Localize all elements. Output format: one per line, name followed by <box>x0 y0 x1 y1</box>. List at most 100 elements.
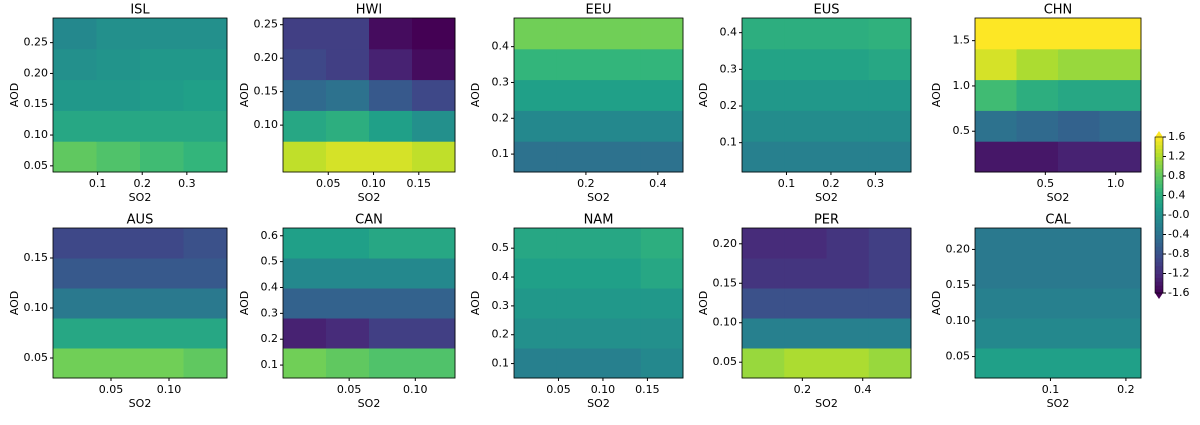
x-axis-label: SO2 <box>1047 191 1070 204</box>
panel-title: HWI <box>356 3 382 18</box>
contour-cell <box>742 318 785 349</box>
y-tick-label: 0.5 <box>492 241 510 254</box>
y-tick-label: 0.3 <box>492 299 510 312</box>
colorbar-swatch <box>1155 230 1163 235</box>
x-tick-label: 0.3 <box>867 177 885 190</box>
contour-cell <box>183 258 228 289</box>
colorbar-swatch <box>1155 250 1163 255</box>
contour-cell <box>1099 348 1142 379</box>
y-tick-label: 0.15 <box>946 278 971 291</box>
contour-cell <box>640 79 684 111</box>
plot-frame <box>974 227 1142 379</box>
contour-cell <box>868 318 912 349</box>
contour-cell <box>369 79 413 111</box>
contour-cell <box>412 288 456 319</box>
contour-cell <box>826 288 870 319</box>
contour-cell <box>369 141 413 173</box>
y-tick-label: 0.2 <box>720 99 738 112</box>
contour-cell <box>412 79 456 111</box>
contour-cell <box>1058 141 1100 173</box>
contour-cell <box>598 228 642 259</box>
contour-cell <box>826 79 870 111</box>
x-tick-label: 0.4 <box>854 383 872 396</box>
contour-cell <box>1016 79 1059 111</box>
x-tick-label: 0.2 <box>794 383 812 396</box>
contour-cell <box>868 141 912 173</box>
panel-title: NAM <box>584 213 614 228</box>
contour-cell <box>1016 141 1059 173</box>
colorbar-swatch <box>1155 137 1163 142</box>
y-tick-label: 0.25 <box>24 36 49 49</box>
contour-cell <box>784 18 827 50</box>
contour-cell <box>326 258 370 289</box>
panel-title: CAL <box>1045 213 1071 228</box>
colorbar-swatch <box>1155 148 1163 154</box>
contour-cell <box>183 18 228 50</box>
y-tick-label: 0.10 <box>254 118 279 131</box>
y-tick-label: 0.3 <box>261 306 279 319</box>
contour-cell <box>826 228 870 259</box>
contour-cell <box>53 110 97 142</box>
colorbar-swatch <box>1155 254 1163 259</box>
contour-cell <box>556 348 599 379</box>
y-axis-label: AOD <box>469 83 482 107</box>
contour-cell <box>556 48 599 81</box>
y-axis-label: AOD <box>469 291 482 315</box>
colorbar-tick-label: 1.6 <box>1168 130 1186 143</box>
contour-cell <box>975 318 1017 349</box>
contour-cell <box>1099 48 1142 81</box>
x-tick-label: 0.2 <box>1117 383 1135 396</box>
contour-cell <box>369 258 413 289</box>
colorbar-swatch <box>1155 261 1163 267</box>
x-tick-label: 0.1 <box>89 177 107 190</box>
contour-cell <box>640 258 684 289</box>
contour-cell <box>140 110 184 142</box>
contour-cell <box>412 258 456 289</box>
y-tick-label: 0.4 <box>261 280 279 293</box>
contour-cell <box>640 228 684 259</box>
contour-cell <box>598 141 642 173</box>
contour-cell <box>326 48 370 81</box>
y-tick-label: 0.20 <box>254 51 279 64</box>
x-tick-label: 0.1 <box>778 177 796 190</box>
colorbar-swatch <box>1155 211 1163 216</box>
contour-cell <box>326 348 370 379</box>
contour-cell <box>53 348 97 379</box>
contour-cell <box>1099 18 1142 50</box>
contour-cell <box>640 318 684 349</box>
contour-cell <box>96 318 141 349</box>
y-tick-label: 0.5 <box>261 255 279 268</box>
x-tick-label: 0.10 <box>361 177 386 190</box>
contour-cell <box>1058 348 1100 379</box>
contour-cell <box>326 288 370 319</box>
x-tick-label: 0.10 <box>157 383 182 396</box>
contour-cell <box>556 318 599 349</box>
y-tick-label: 0.4 <box>492 40 510 53</box>
colorbar-swatch <box>1155 285 1163 290</box>
x-tick-label: 0.10 <box>591 383 616 396</box>
contour-cell <box>742 110 785 142</box>
contour-cell <box>412 141 456 173</box>
contour-cell <box>784 228 827 259</box>
x-tick-label: 0.15 <box>407 177 432 190</box>
contour-cell <box>868 18 912 50</box>
y-tick-label: 0.20 <box>946 242 971 255</box>
colorbar-swatch <box>1155 222 1163 228</box>
y-tick-label: 0.1 <box>492 357 510 370</box>
y-tick-label: 1.5 <box>953 34 971 47</box>
contour-cell <box>283 318 327 349</box>
contour-cell <box>140 348 184 379</box>
contour-cell <box>1016 18 1059 50</box>
contour-cell <box>868 228 912 259</box>
contour-cell <box>640 141 684 173</box>
contour-cell <box>868 79 912 111</box>
contour-cell <box>412 348 456 379</box>
contour-cell <box>598 288 642 319</box>
y-tick-label: 0.15 <box>713 276 738 289</box>
x-tick-label: 0.4 <box>649 177 667 190</box>
contour-cell <box>514 141 557 173</box>
y-tick-label: 0.1 <box>492 147 510 160</box>
contour-cell <box>598 348 642 379</box>
contour-cell <box>1016 228 1059 259</box>
contour-cell <box>742 288 785 319</box>
